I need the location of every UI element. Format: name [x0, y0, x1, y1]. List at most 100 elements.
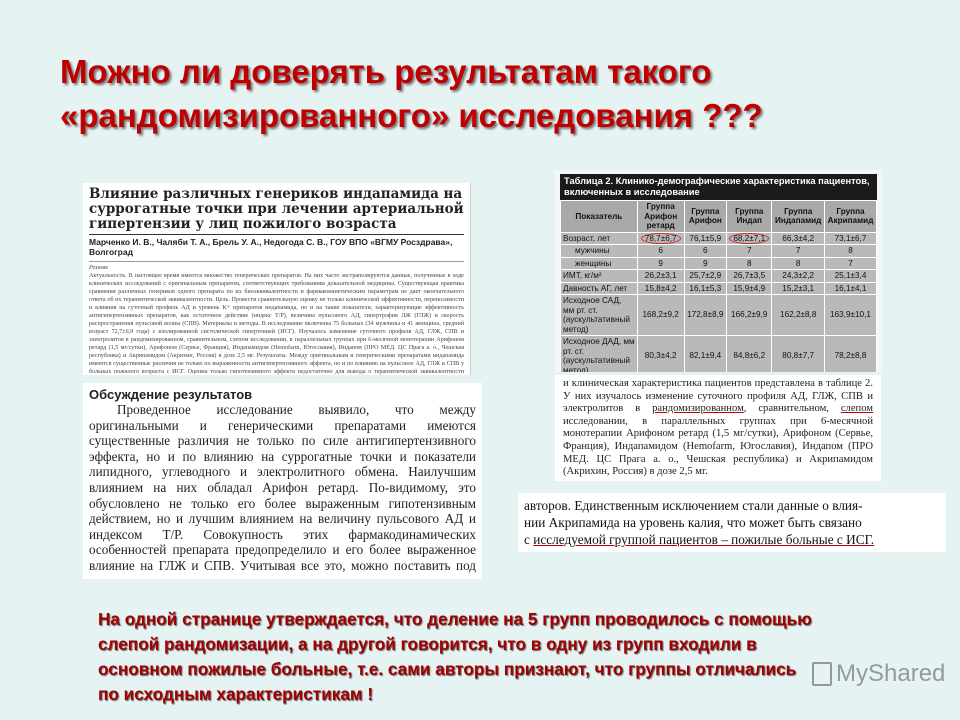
underlined-blind: слепом [840, 403, 873, 415]
column-header: Группа Арифон ретард [636, 200, 685, 233]
article-authors: Марченко И. В., Чаляби Т. А., Брель У. А… [89, 234, 464, 257]
table-cell: 9 [636, 256, 685, 270]
abstract-text: Актуальность. В настоящее время имеется … [89, 273, 464, 375]
cell-value: 26,2±3,1 [644, 271, 677, 280]
table-cell: 7 [823, 256, 878, 270]
table-cell: 26,7±3,5 [726, 269, 773, 283]
cell-value: 163,9±10,1 [830, 310, 871, 320]
cell-value: 162,2±8,8 [780, 310, 817, 320]
exception-text: с [524, 532, 534, 547]
discussion-heading: Обсуждение результатов [89, 387, 253, 402]
table-cell: 9 [683, 256, 728, 270]
table-cell: 6 [636, 244, 685, 258]
row-label: ИМТ, кг/м² [560, 269, 638, 283]
cell-value: 172,8±8,9 [687, 310, 724, 320]
table-row: Исходное ДАД, мм рт. ст. (аускультативны… [560, 335, 878, 372]
table-row: Давность АГ, лет 15,8±4,2 16,1±5,3 15,9±4,9… [560, 281, 878, 295]
cell-value: 8 [746, 258, 752, 268]
table-cell: 6 [683, 244, 728, 258]
cell-value: 76,1±5,9 [689, 233, 722, 243]
cell-value: 168,2±9,2 [642, 310, 679, 320]
table-cell: 26,2±3,1 [636, 269, 685, 283]
table-cell: 162,2±8,8 [771, 294, 825, 336]
table-cell: 66,3±4,2 [771, 231, 825, 245]
table-cell: 82,1±9,4 [683, 335, 728, 372]
conclusion-text: На одной странице утверждается, что деле… [98, 609, 812, 704]
table-cell: 8 [771, 256, 825, 270]
table-row: Исходное САД, мм рт. ст. (аускультативны… [560, 294, 878, 336]
row-label: мужчины [560, 244, 638, 258]
resume-label: Резюме [89, 265, 109, 271]
cell-value: 78,2±8,8 [834, 351, 867, 361]
table-cell: 15,9±4,9 [726, 281, 773, 295]
cell-value: 80,3±4,2 [644, 351, 677, 361]
table-cell: 78,2±8,8 [823, 335, 878, 372]
cell-value: 15,8±4,2 [644, 283, 677, 293]
table-cell: 78,7±6,7 [636, 231, 685, 245]
exception-line: с исследуемой группой пациентов – пожилы… [524, 531, 940, 548]
table-cell: 24,3±2,2 [771, 269, 825, 283]
cell-value: 25,1±3,4 [834, 271, 867, 280]
table-cell: 25,7±2,9 [683, 269, 728, 283]
cell-value: 7 [848, 258, 853, 268]
demographics-table: Показатель Группа Арифон ретард Группа Ари… [560, 200, 878, 372]
row-label: Исходное ДАД, мм рт. ст. (аускультативны… [560, 335, 638, 372]
discussion-scan: Обсуждение результатов Проведенное иссле… [83, 383, 482, 579]
methods-text: и клиническая характеристика пациентов п… [563, 378, 873, 415]
table-cell: 68,2±7,1 [726, 231, 773, 245]
table-cell: 7 [726, 244, 773, 258]
table-row: женщины 9 9 8 8 7 [560, 256, 878, 270]
cell-value: 25,7±2,9 [689, 271, 722, 280]
cell-value: 73,1±6,7 [834, 233, 867, 243]
column-header: Группа Арифон [683, 200, 728, 233]
cell-value: 26,7±3,5 [733, 271, 766, 280]
table-cell: 73,1±6,7 [823, 231, 878, 245]
cell-value: 6 [658, 246, 663, 255]
cell-value: 80,8±7,7 [782, 351, 815, 361]
table-cell: 172,8±8,9 [683, 294, 728, 336]
cell-value: 15,2±3,1 [782, 283, 815, 293]
cell-value: 166,2±9,9 [731, 310, 768, 320]
article-abstract: Резюме Актуальность. В настоящее время им… [89, 261, 464, 375]
methods-excerpt: и клиническая характеристика пациентов п… [555, 375, 881, 481]
table-caption: Таблица 2. Клинико-демографические харак… [560, 174, 877, 200]
table-cell: 25,1±3,4 [823, 269, 878, 283]
article-header-scan: Влияние различных генериков индапамида н… [83, 183, 471, 375]
cell-value: 8 [848, 246, 853, 255]
table-row: ИМТ, кг/м² 26,2±3,1 25,7±2,9 26,7±3,5 24,3±2… [560, 269, 878, 283]
table-cell: 80,8±7,7 [771, 335, 825, 372]
cell-value: 84,8±6,2 [733, 351, 766, 361]
article-heading: Влияние различных генериков индапамида н… [89, 186, 464, 232]
underlined-elderly-group: исследуемой группой пациентов – пожилые … [533, 532, 875, 547]
table-cell: 163,9±10,1 [823, 294, 878, 336]
column-header: Группа Индап [726, 200, 773, 233]
watermark-text: MyShared [836, 660, 946, 687]
column-header: Группа Индапамид [771, 200, 825, 233]
cell-value: 16,1±5,3 [689, 283, 722, 293]
exception-excerpt: авторов. Единственным исключением стали … [518, 493, 946, 552]
table-cell: 15,8±4,2 [636, 281, 685, 295]
row-label: Исходное САД, мм рт. ст. (аускультативны… [560, 294, 638, 336]
exception-line: авторов. Единственным исключением стали … [524, 498, 863, 513]
cell-value: 24,3±2,2 [782, 271, 815, 280]
table-row: Возраст, лет 78,7±6,7 76,1±5,9 68,2±7,1 66,3… [560, 231, 878, 245]
table-cell: 8 [823, 244, 878, 258]
circled-value: 78,7±6,7 [640, 232, 681, 244]
row-label: Возраст, лет [560, 231, 638, 245]
table-row: мужчины 6 6 7 7 8 [560, 244, 878, 258]
presentation-icon [812, 662, 832, 686]
methods-text: , сравнительном, [743, 403, 841, 415]
table-scan: Таблица 2. Клинико-демографические харак… [555, 170, 882, 372]
discussion-text: Проведенное исследование выявило, что ме… [89, 402, 476, 579]
column-header: Группа Акрипамид [823, 200, 878, 233]
slide-title: Можно ли доверять результатам такого «ра… [60, 53, 763, 134]
table-cell: 16,1±5,3 [683, 281, 728, 295]
cell-value: 82,1±9,4 [689, 351, 722, 361]
underlined-randomized: рандомизированном [652, 403, 744, 415]
exception-line: нии Акрипамида на уровень калия, что мож… [524, 515, 862, 530]
table-cell: 15,2±3,1 [771, 281, 825, 295]
methods-text: исследовании, в параллельных группах при… [563, 415, 873, 478]
cell-value: 9 [703, 258, 708, 268]
cell-value: 7 [795, 246, 801, 255]
table-cell: 8 [726, 256, 773, 270]
